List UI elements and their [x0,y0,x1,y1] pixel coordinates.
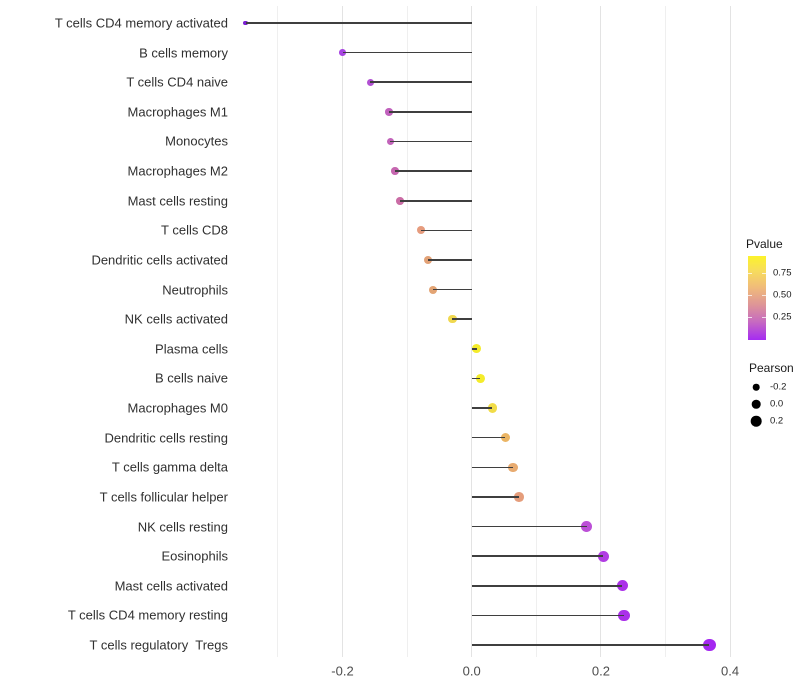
y-axis-label: NK cells activated [124,311,228,327]
x-axis-tick-label: -0.2 [331,663,354,679]
y-axis-label: B cells naive [155,370,228,386]
data-point-dot [618,609,630,622]
y-axis-label: Dendritic cells resting [104,430,228,446]
data-point-dot [581,521,593,532]
y-axis-label: T cells CD4 memory activated [54,15,228,31]
data-point-dot [514,492,524,502]
colorbar-tick [762,295,766,296]
lollipop-stem [428,259,472,261]
data-point-dot [703,638,716,652]
x-axis-tick-label: 0.0 [462,663,481,679]
y-axis-label: NK cells resting [137,519,228,535]
x-gridline-minor [665,6,666,657]
x-gridline-major [600,6,602,657]
data-point-dot [428,285,437,294]
x-gridline-major [729,6,731,657]
colorbar-tick [748,317,752,318]
colorbar-tick [762,317,766,318]
data-point-dot [416,226,425,235]
colorbar-tick [748,273,752,274]
y-axis-label: Macrophages M2 [127,163,228,179]
y-axis-label: Mast cells resting [127,193,228,209]
colorbar-tick [748,295,752,296]
lollipop-stem [471,436,506,439]
pearson-size-label: -0.2 [770,381,787,393]
y-axis-label: T cells gamma delta [111,459,228,475]
pearson-size-label: 0.0 [770,398,784,410]
lollipop-stem [432,288,472,291]
pvalue-tick-label: 0.50 [773,289,792,301]
colorbar-tick [762,273,766,274]
y-axis-label: T cells CD4 naive [126,74,228,90]
lollipop-stem [399,199,472,202]
x-axis-tick-label: 0.4 [721,663,740,679]
data-point-dot [475,373,485,383]
x-gridline-minor [406,6,408,657]
data-point-dot [616,580,628,592]
lollipop-stem [390,140,472,143]
pearson-size-dot [751,399,761,409]
pearson-size-label: 0.2 [770,415,784,427]
lollipop-stem [471,496,519,498]
lollipop-stem [471,555,604,557]
data-point-dot [500,432,510,443]
y-axis-label: T cells regulatory Tregs [89,637,228,653]
lollipop-stem [394,170,472,172]
x-gridline-minor [535,6,537,657]
lollipop-stem [342,51,472,54]
y-axis-label: T cells CD4 memory resting [67,607,228,623]
lollipop-stem [471,525,587,528]
lollipop-stem [452,318,472,320]
data-point-dot [339,49,346,56]
x-gridline-major [471,6,473,657]
lollipop-stem [471,584,623,587]
pvalue-tick-label: 0.25 [773,311,792,323]
lollipop-stem [471,614,625,617]
pvalue-tick-label: 0.75 [773,267,792,279]
y-axis-label: Dendritic cells activated [91,252,228,268]
data-point-dot [472,344,482,354]
pvalue-colorbar [748,256,766,340]
lollipop-stem [420,229,472,232]
y-axis-label: B cells memory [139,45,228,61]
lollipop-stem [471,348,477,350]
y-axis-label: Plasma cells [155,341,228,357]
y-axis-label: Macrophages M1 [127,104,228,120]
pvalue-legend-title: Pvalue [746,237,783,251]
y-axis-label: Macrophages M0 [127,400,228,416]
pearson-legend-title: Pearson [749,361,794,375]
pearson-size-dot [752,383,760,391]
lollipop-stem [389,111,472,113]
y-axis-label: Neutrophils [162,282,228,298]
y-axis-label: T cells follicular helper [99,489,228,505]
data-point-dot [597,550,609,562]
data-point-dot [508,462,518,473]
lollipop-stem [245,22,472,24]
x-gridline-major [342,6,343,657]
x-gridline-minor [277,6,279,657]
lollipop-stem [471,377,481,380]
lollipop-stem [471,407,493,409]
x-axis-tick-label: 0.2 [591,663,610,679]
lollipop-stem [370,81,472,84]
y-axis-label: Mast cells activated [114,578,228,594]
y-axis-label: Eosinophils [161,548,229,564]
pearson-size-dot [750,415,762,427]
lollipop-stem [471,466,514,469]
y-axis-label: T cells CD8 [161,222,228,238]
lollipop-stem [471,644,710,646]
y-axis-label: Monocytes [165,133,228,149]
